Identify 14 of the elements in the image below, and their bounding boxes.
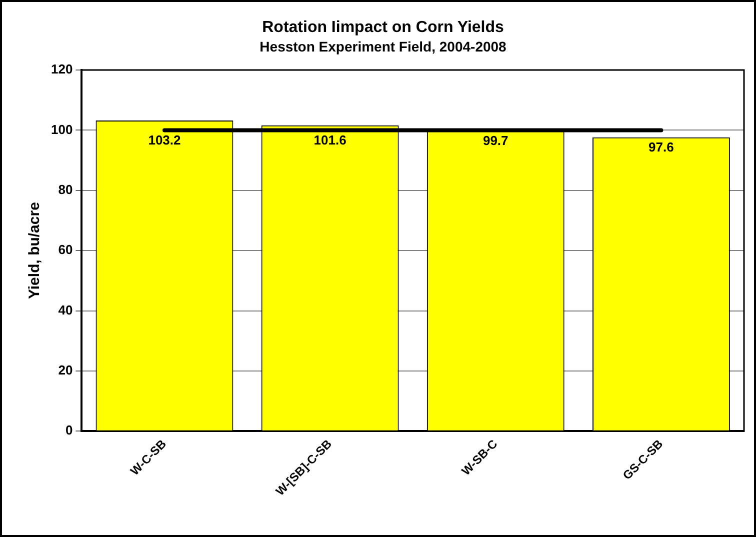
- data-label: 101.6: [314, 132, 346, 148]
- y-tick-label: 80: [58, 182, 73, 197]
- data-label: 97.6: [648, 139, 674, 154]
- y-tick-label: 40: [58, 302, 73, 318]
- y-tick-label: 60: [58, 242, 73, 258]
- y-tick-label: 20: [58, 362, 73, 378]
- data-label: 103.2: [148, 132, 181, 148]
- chart-subtitle: Hesston Experiment Field, 2004-2008: [260, 38, 507, 54]
- chart-title: Rotation Iimpact on Corn Yields: [262, 19, 504, 36]
- y-tick-label: 100: [50, 122, 73, 137]
- data-label: 99.7: [482, 133, 508, 148]
- y-tick-label: 120: [50, 62, 73, 77]
- y-tick-label: 0: [65, 422, 73, 438]
- y-axis-title: Yield, bu/acre: [26, 202, 44, 300]
